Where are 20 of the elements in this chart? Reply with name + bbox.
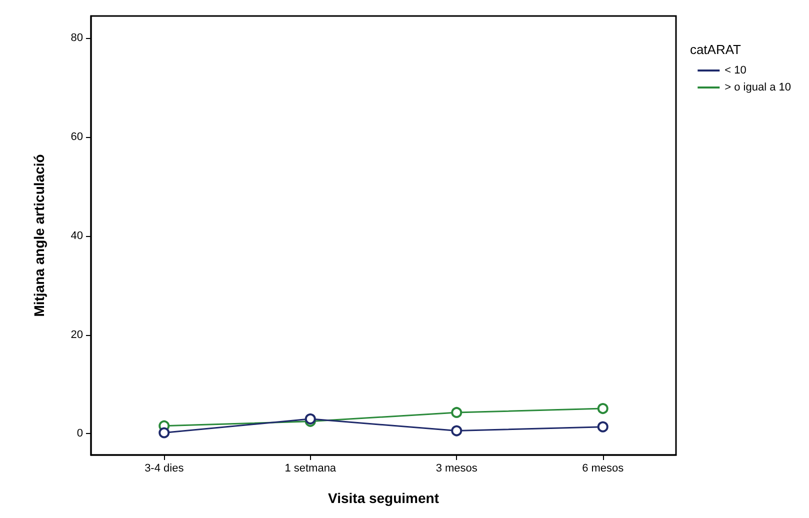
point (597, 403, 608, 414)
y-tick-label: 60 (70, 131, 83, 144)
point (158, 427, 170, 438)
point (597, 421, 608, 432)
y-tick-label: 20 (70, 328, 83, 341)
point (304, 413, 316, 424)
x-axis-title: Visita seguiment (328, 490, 440, 506)
y-tick-label: 80 (70, 32, 83, 44)
legend-label: > o igual a 10 (724, 82, 792, 94)
point (451, 406, 462, 418)
point (451, 425, 462, 436)
legend-title: catARAT (690, 42, 742, 57)
y-tick-label: 0 (76, 428, 83, 440)
x-tick-label: 3 mesos (436, 462, 478, 474)
x-tick-label: 1 setmana (284, 462, 337, 474)
x-tick-label: 3-4 dies (144, 462, 184, 474)
x-tick-label: 6 mesos (582, 462, 624, 474)
legend-label: < 10 (724, 64, 746, 76)
y-axis-title: Mitjana angle articulació (31, 154, 47, 317)
y-tick-label: 40 (70, 230, 83, 242)
